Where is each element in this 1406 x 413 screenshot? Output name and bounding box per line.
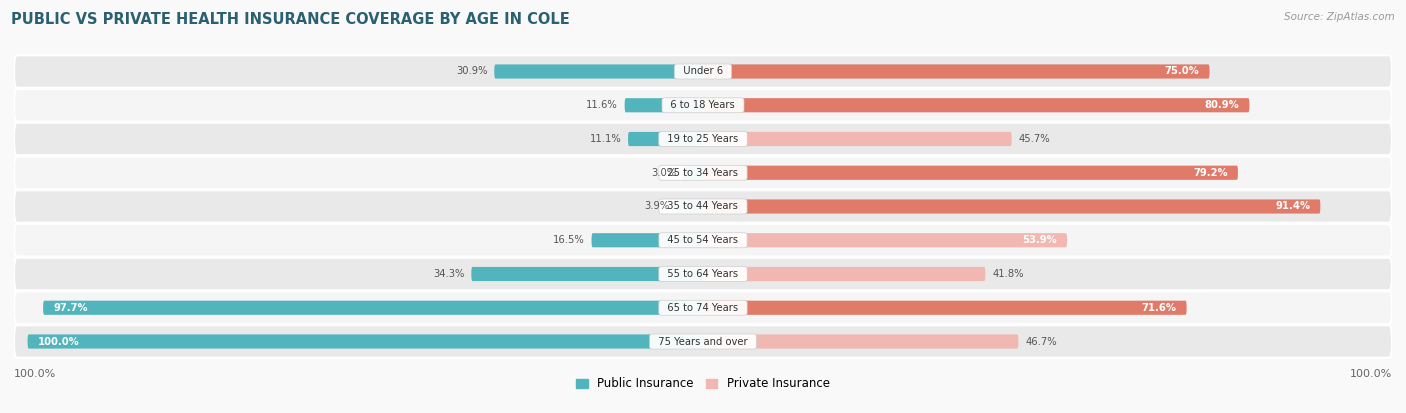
Text: 100.0%: 100.0% bbox=[1350, 368, 1392, 378]
Text: 97.7%: 97.7% bbox=[53, 303, 87, 313]
FancyBboxPatch shape bbox=[44, 301, 703, 315]
Text: Source: ZipAtlas.com: Source: ZipAtlas.com bbox=[1284, 12, 1395, 22]
Text: 71.6%: 71.6% bbox=[1142, 303, 1177, 313]
Legend: Public Insurance, Private Insurance: Public Insurance, Private Insurance bbox=[571, 373, 835, 395]
FancyBboxPatch shape bbox=[471, 267, 703, 281]
Text: 3.0%: 3.0% bbox=[651, 168, 676, 178]
Text: 45 to 54 Years: 45 to 54 Years bbox=[661, 235, 745, 245]
FancyBboxPatch shape bbox=[703, 301, 1187, 315]
FancyBboxPatch shape bbox=[14, 55, 1392, 88]
FancyBboxPatch shape bbox=[703, 267, 986, 281]
FancyBboxPatch shape bbox=[14, 190, 1392, 223]
FancyBboxPatch shape bbox=[703, 166, 1237, 180]
FancyBboxPatch shape bbox=[624, 98, 703, 112]
Text: 25 to 34 Years: 25 to 34 Years bbox=[661, 168, 745, 178]
Text: 65 to 74 Years: 65 to 74 Years bbox=[661, 303, 745, 313]
Text: 75 Years and over: 75 Years and over bbox=[652, 337, 754, 347]
Text: 100.0%: 100.0% bbox=[38, 337, 80, 347]
Text: 3.9%: 3.9% bbox=[645, 202, 669, 211]
Text: 45.7%: 45.7% bbox=[1018, 134, 1050, 144]
Text: 75.0%: 75.0% bbox=[1164, 66, 1199, 76]
Text: 91.4%: 91.4% bbox=[1275, 202, 1310, 211]
Text: 19 to 25 Years: 19 to 25 Years bbox=[661, 134, 745, 144]
FancyBboxPatch shape bbox=[683, 166, 703, 180]
FancyBboxPatch shape bbox=[14, 224, 1392, 256]
Text: PUBLIC VS PRIVATE HEALTH INSURANCE COVERAGE BY AGE IN COLE: PUBLIC VS PRIVATE HEALTH INSURANCE COVER… bbox=[11, 12, 569, 27]
Text: Under 6: Under 6 bbox=[676, 66, 730, 76]
FancyBboxPatch shape bbox=[14, 89, 1392, 121]
FancyBboxPatch shape bbox=[14, 325, 1392, 358]
FancyBboxPatch shape bbox=[703, 64, 1209, 78]
FancyBboxPatch shape bbox=[495, 64, 703, 78]
Text: 34.3%: 34.3% bbox=[433, 269, 464, 279]
FancyBboxPatch shape bbox=[14, 292, 1392, 324]
Text: 30.9%: 30.9% bbox=[456, 66, 488, 76]
Text: 79.2%: 79.2% bbox=[1194, 168, 1227, 178]
Text: 16.5%: 16.5% bbox=[553, 235, 585, 245]
FancyBboxPatch shape bbox=[14, 123, 1392, 155]
Text: 100.0%: 100.0% bbox=[14, 368, 56, 378]
FancyBboxPatch shape bbox=[703, 98, 1250, 112]
Text: 80.9%: 80.9% bbox=[1205, 100, 1239, 110]
Text: 55 to 64 Years: 55 to 64 Years bbox=[661, 269, 745, 279]
FancyBboxPatch shape bbox=[28, 335, 703, 349]
Text: 11.1%: 11.1% bbox=[589, 134, 621, 144]
Text: 46.7%: 46.7% bbox=[1025, 337, 1057, 347]
FancyBboxPatch shape bbox=[703, 335, 1018, 349]
Text: 11.6%: 11.6% bbox=[586, 100, 617, 110]
Text: 6 to 18 Years: 6 to 18 Years bbox=[665, 100, 741, 110]
FancyBboxPatch shape bbox=[703, 132, 1012, 146]
FancyBboxPatch shape bbox=[14, 157, 1392, 189]
FancyBboxPatch shape bbox=[703, 233, 1067, 247]
FancyBboxPatch shape bbox=[592, 233, 703, 247]
Text: 41.8%: 41.8% bbox=[993, 269, 1024, 279]
FancyBboxPatch shape bbox=[628, 132, 703, 146]
FancyBboxPatch shape bbox=[14, 258, 1392, 290]
FancyBboxPatch shape bbox=[703, 199, 1320, 214]
Text: 53.9%: 53.9% bbox=[1022, 235, 1057, 245]
Text: 35 to 44 Years: 35 to 44 Years bbox=[661, 202, 745, 211]
FancyBboxPatch shape bbox=[676, 199, 703, 214]
